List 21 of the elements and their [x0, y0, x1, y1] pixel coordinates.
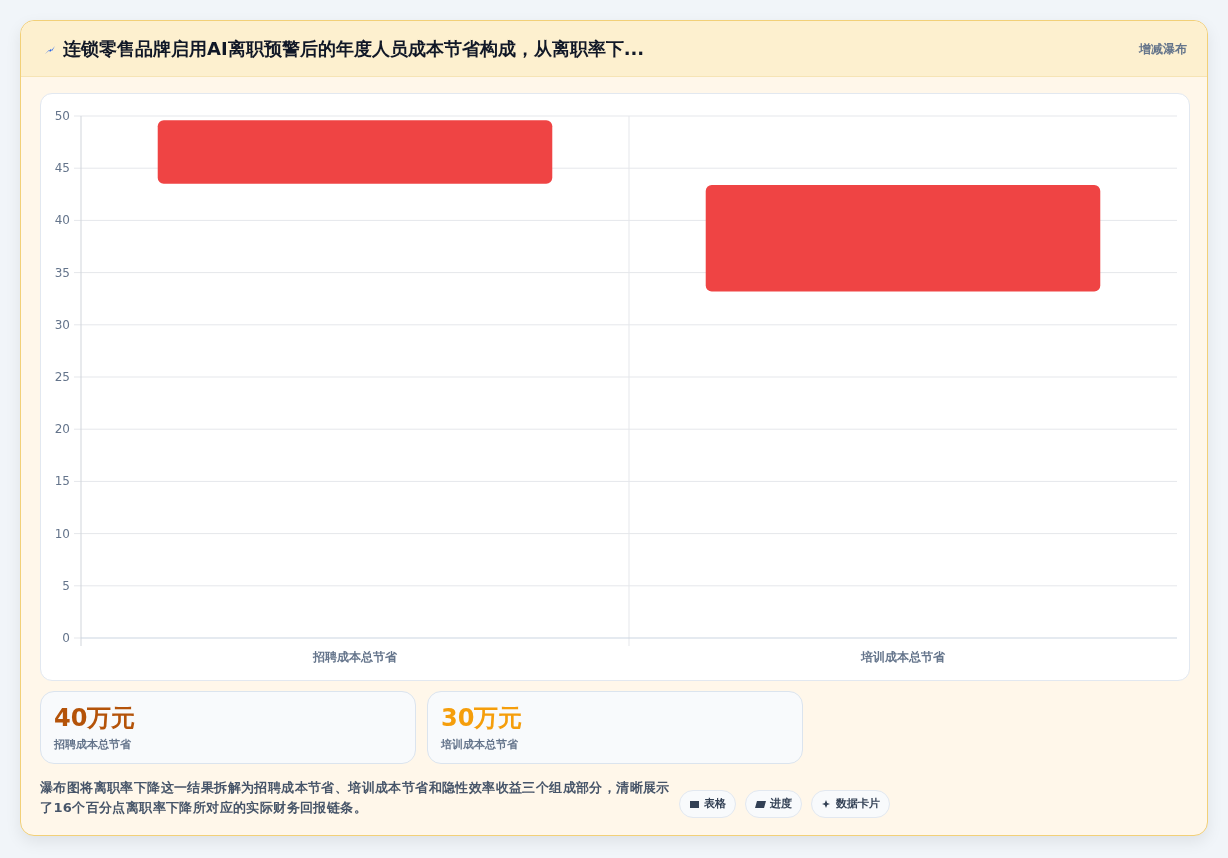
- text: 瀑布图将离职率下降这一结果拆解为招聘成本节省、培训成本节省和隐性效率收益三个组成部分，清晰展示了16个百分点离职率下降所对应的实际财务回报链条。: [40, 779, 671, 817]
- y-tick-label: 5: [62, 578, 70, 593]
- text: 表格: [704, 796, 726, 812]
- text: 30万元: [441, 704, 523, 732]
- chart-subtitle: 增减瀑布: [1139, 41, 1187, 57]
- y-tick-label: 50: [54, 109, 70, 123]
- y-tick-label: 25: [54, 370, 70, 384]
- y-tick-label: 35: [54, 265, 70, 280]
- text: 40万元: [54, 704, 136, 732]
- y-tick-label: 0: [62, 631, 70, 645]
- text: 数据卡片: [836, 796, 880, 812]
- y-tick-label: 30: [54, 317, 70, 332]
- y-tick-label: 40: [54, 213, 70, 228]
- y-tick-label: 20: [54, 422, 70, 437]
- text: 培训成本总节省: [441, 738, 518, 752]
- y-tick-label: 10: [54, 526, 70, 541]
- chart-title: 连锁零售品牌启用AI离职预警后的年度人员成本节省构成，从离职率下...: [63, 38, 645, 60]
- y-tick-label: 45: [54, 161, 70, 176]
- text: 进度: [770, 796, 792, 812]
- text: 招聘成本总节省: [54, 738, 131, 752]
- y-tick-label: 15: [54, 474, 70, 489]
